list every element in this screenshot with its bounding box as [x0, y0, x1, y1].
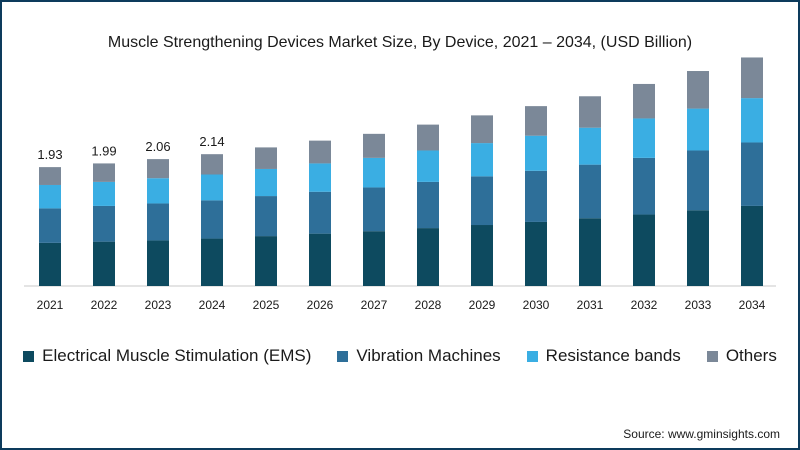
bar-segment-2026-1	[309, 233, 331, 286]
x-tick-label-2028: 2028	[415, 298, 442, 312]
bar-segment-2026-4	[309, 140, 331, 164]
bar-segment-2030-4	[525, 106, 547, 136]
bar-segment-2023-2	[147, 203, 169, 241]
bar-segment-2031-2	[579, 164, 601, 219]
bars-group	[39, 57, 763, 286]
bar-segment-2031-4	[579, 96, 601, 128]
bar-segment-2029-2	[471, 176, 493, 226]
x-tick-label-2032: 2032	[631, 298, 658, 312]
bar-segment-2025-3	[255, 168, 277, 197]
bar-segment-2021-3	[39, 184, 61, 209]
bar-segment-2022-3	[93, 181, 115, 206]
x-tick-labels: 2021 2022 2023 2024 2025 2026 2027 2028 2029 2030…	[37, 298, 766, 312]
legend: Electrical Muscle Stimulation (EMS) Vibr…	[0, 346, 800, 366]
bar-segment-2029-4	[471, 115, 493, 144]
bar-segment-2022-2	[93, 205, 115, 242]
bar-segment-2022-4	[93, 163, 115, 182]
bar-segment-2026-2	[309, 191, 331, 234]
bar-segment-2030-2	[525, 170, 547, 222]
bar-segment-2021-1	[39, 242, 61, 286]
bar-segment-2027-3	[363, 157, 385, 188]
data-label-2023: 2.06	[145, 139, 170, 154]
bar-segment-2024-3	[201, 174, 223, 201]
legend-label-others: Others	[725, 346, 777, 365]
x-tick-label-2026: 2026	[307, 298, 334, 312]
bar-segment-2033-4	[687, 71, 709, 109]
legend-swatch-resistance-bands	[526, 350, 538, 362]
legend-label-ems: Electrical Muscle Stimulation (EMS)	[42, 346, 312, 365]
bar-segment-2021-4	[39, 167, 61, 185]
bar-segment-2029-3	[471, 143, 493, 177]
legend-label-resistance-bands: Resistance bands	[545, 346, 681, 365]
bar-segment-2027-1	[363, 231, 385, 286]
bar-segment-2025-4	[255, 147, 277, 169]
bar-segment-2027-4	[363, 133, 385, 158]
bar-segment-2033-3	[687, 108, 709, 151]
bar-segment-2024-2	[201, 200, 223, 239]
bar-segment-2034-1	[741, 205, 763, 286]
bar-segment-2028-4	[417, 124, 439, 151]
legend-item-vibration-machines: Vibration Machines	[337, 346, 501, 366]
bar-segment-2034-2	[741, 142, 763, 206]
bar-segment-2025-1	[255, 236, 277, 286]
data-labels: 1.93 1.99 2.06 2.14	[37, 134, 224, 162]
bar-segment-2033-1	[687, 210, 709, 286]
chart-title: Muscle Strengthening Devices Market Size…	[107, 34, 693, 51]
x-tick-label-2024: 2024	[199, 298, 226, 312]
bar-segment-2031-3	[579, 127, 601, 165]
legend-item-others: Others	[706, 346, 777, 366]
x-tick-label-2034: 2034	[739, 298, 766, 312]
bar-segment-2030-3	[525, 135, 547, 171]
bar-segment-2034-4	[741, 57, 763, 99]
bar-segment-2032-2	[633, 157, 655, 215]
bar-segment-2030-1	[525, 221, 547, 286]
bar-segment-2027-2	[363, 187, 385, 232]
x-tick-label-2030: 2030	[523, 298, 550, 312]
legend-swatch-others	[706, 350, 718, 362]
legend-swatch-ems	[23, 350, 35, 362]
bar-segment-2032-3	[633, 118, 655, 158]
bar-segment-2028-2	[417, 181, 439, 229]
legend-swatch-vibration-machines	[337, 350, 349, 362]
x-tick-label-2033: 2033	[685, 298, 712, 312]
bar-segment-2033-2	[687, 150, 709, 211]
bar-segment-2023-4	[147, 159, 169, 179]
bar-segment-2028-3	[417, 150, 439, 182]
x-tick-label-2029: 2029	[469, 298, 496, 312]
bar-segment-2024-4	[201, 154, 223, 175]
legend-item-resistance-bands: Resistance bands	[526, 346, 681, 366]
x-tick-label-2021: 2021	[37, 298, 64, 312]
bar-segment-2028-1	[417, 228, 439, 286]
x-tick-label-2025: 2025	[253, 298, 280, 312]
data-label-2021: 1.93	[37, 147, 62, 162]
data-label-2022: 1.99	[91, 143, 116, 158]
legend-item-ems: Electrical Muscle Stimulation (EMS)	[23, 346, 311, 366]
bar-segment-2023-3	[147, 178, 169, 204]
bar-segment-2032-4	[633, 83, 655, 119]
x-tick-label-2027: 2027	[361, 298, 388, 312]
bar-segment-2026-3	[309, 163, 331, 192]
data-label-2024: 2.14	[199, 134, 224, 149]
bar-segment-2031-1	[579, 218, 601, 286]
source-note: Source: www.gminsights.com	[623, 427, 780, 441]
bar-segment-2022-1	[93, 241, 115, 286]
bar-segment-2032-1	[633, 214, 655, 286]
bar-segment-2024-1	[201, 238, 223, 286]
bar-segment-2025-2	[255, 196, 277, 237]
x-tick-label-2023: 2023	[145, 298, 172, 312]
bar-segment-2034-3	[741, 98, 763, 143]
bar-segment-2021-2	[39, 208, 61, 243]
x-tick-label-2031: 2031	[577, 298, 604, 312]
legend-label-vibration-machines: Vibration Machines	[356, 346, 501, 365]
bar-segment-2029-1	[471, 225, 493, 286]
bar-segment-2023-1	[147, 240, 169, 286]
x-tick-label-2022: 2022	[91, 298, 118, 312]
